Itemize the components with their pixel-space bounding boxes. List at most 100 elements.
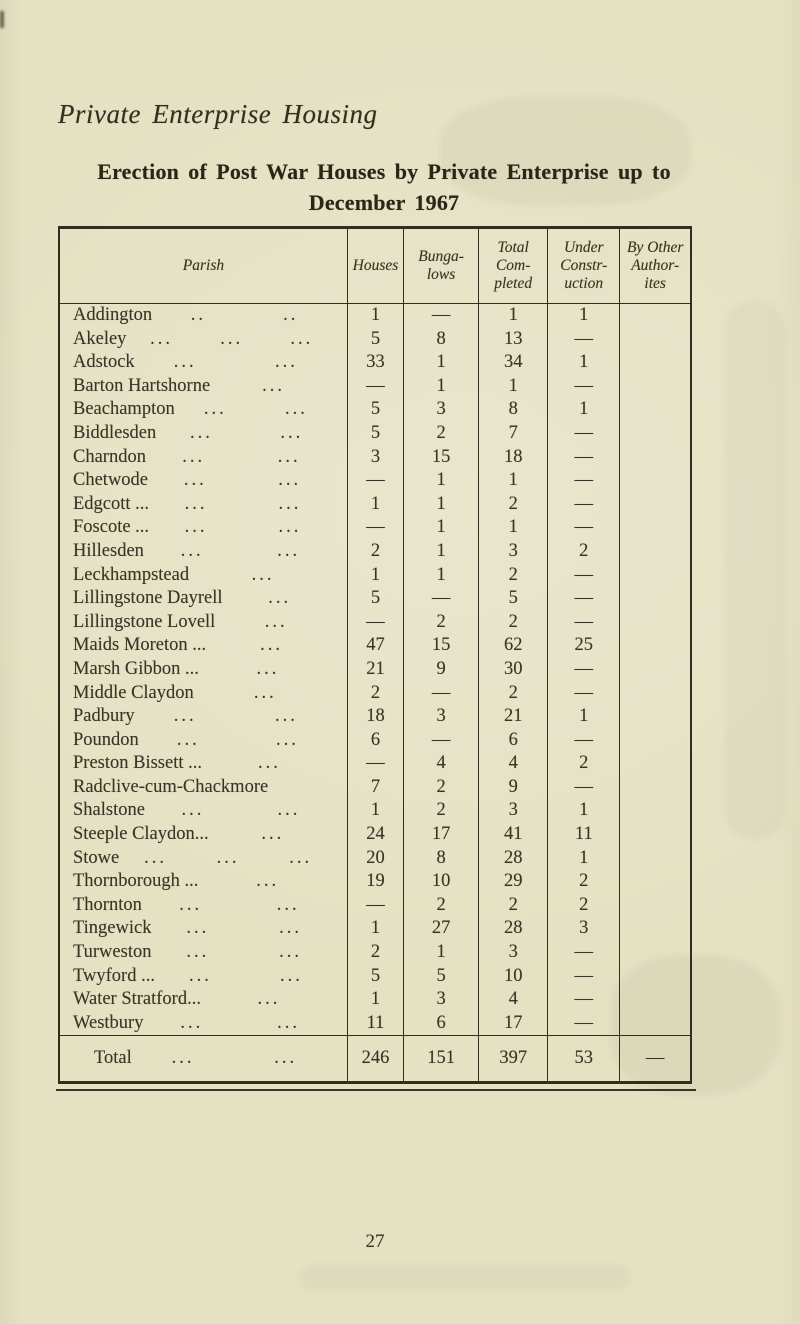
under-construction-cell: —	[547, 728, 620, 753]
leader-dot-group: ...	[173, 352, 197, 373]
leader-dot-group: ...	[203, 399, 227, 420]
bleed-through-artifact	[725, 300, 785, 840]
parish-cell: Tingewick......	[59, 917, 347, 941]
parish-cell-content: Radclive-cum-Chackmore	[60, 776, 347, 800]
parish-cell-content: Beachampton......	[60, 398, 347, 422]
under-construction-cell: —	[547, 964, 620, 989]
by-other-authorities-cell	[619, 398, 691, 422]
parish-name: Turweston	[73, 942, 152, 963]
total-completed-cell: 4	[478, 752, 548, 776]
leader-dots: ......	[151, 917, 336, 941]
parish-cell: Lillingstone Lovell...	[59, 611, 347, 635]
leader-dot-group: ...	[184, 493, 208, 514]
leader-dot-group: ...	[258, 753, 281, 774]
houses-cell: 246	[346, 1035, 404, 1083]
table-row: Thornborough ...... 19 10 29 2	[59, 870, 691, 894]
leader-dot-group: ...	[186, 942, 210, 963]
leader-dots: ...	[194, 682, 337, 706]
bungalows-cell: —	[403, 303, 479, 328]
table-row: Tingewick...... 1 27 28 3	[59, 917, 691, 942]
leader-dot-group: ...	[289, 847, 313, 868]
under-construction-cell: 1	[547, 799, 620, 824]
bungalows-cell: 3	[403, 988, 479, 1012]
total-completed-cell: 10	[478, 964, 548, 989]
leader-dot-group: ...	[278, 470, 302, 491]
parish-name: Adstock	[73, 352, 135, 373]
bungalows-cell: 17	[403, 823, 479, 847]
total-completed-cell: 34	[478, 351, 548, 375]
bungalows-cell: 2	[403, 610, 479, 635]
parish-cell-content: Adstock......	[60, 351, 347, 375]
houses-cell: —	[346, 893, 404, 918]
by-other-authorities-cell	[619, 823, 691, 847]
parish-name: Thornton	[73, 894, 142, 915]
parish-name: Barton Hartshorne	[73, 375, 211, 396]
table-row: Water Stratford...... 1 3 4—	[59, 988, 691, 1012]
parish-name: Leckhampstead	[73, 564, 190, 585]
by-other-authorities-cell	[619, 705, 691, 729]
leader-dot-group: ...	[277, 1012, 301, 1033]
bungalows-cell: 1	[403, 492, 479, 517]
total-completed-cell: 30	[478, 657, 548, 682]
parish-cell-content: Hillesden......	[60, 540, 347, 564]
total-completed-cell: 1	[478, 374, 548, 399]
bungalows-cell: 8	[403, 846, 479, 871]
parish-name: Addington	[73, 305, 153, 325]
parish-cell-content: Shalstone......	[60, 799, 347, 823]
leader-dots: ...	[206, 634, 337, 658]
total-completed-cell: 2	[478, 893, 548, 918]
parish-cell-content: Twyford .........	[60, 965, 347, 989]
leader-dots: ...	[199, 658, 337, 682]
bungalows-cell: 1	[403, 563, 479, 588]
parish-name: Poundon	[73, 729, 139, 750]
by-other-authorities-cell	[619, 681, 691, 706]
parish-cell-content: Charndon......	[60, 446, 347, 470]
parish-cell-content: Leckhampstead...	[60, 564, 347, 588]
by-other-authorities-cell	[619, 657, 691, 682]
bungalows-cell: 2	[403, 775, 479, 800]
parish-name: Shalstone	[73, 800, 145, 821]
leader-dot-group: ...	[279, 918, 302, 939]
bungalows-cell: —	[403, 587, 479, 611]
bungalows-cell: 1	[403, 516, 479, 540]
under-construction-cell: 1	[547, 351, 620, 375]
leader-dot-group: ...	[150, 328, 173, 349]
leader-dot-group: ...	[189, 422, 213, 443]
parish-cell: Charndon......	[59, 446, 347, 470]
leader-dot-group: ...	[278, 493, 302, 514]
leader-dots: ......	[135, 705, 337, 729]
table-row: Thornton...... —2 2 2	[59, 893, 691, 918]
by-other-authorities-cell	[619, 539, 691, 564]
houses-cell: 1	[346, 303, 404, 328]
report-heading: Erection of Post War Houses by Private E…	[54, 156, 714, 218]
parish-cell: Radclive-cum-Chackmore	[59, 776, 347, 800]
leader-dots: ......	[139, 729, 337, 753]
parish-cell-content: Biddlesden......	[60, 422, 347, 446]
parish-name: Tingewick	[73, 918, 152, 939]
parish-name: Padbury	[73, 706, 135, 727]
leader-dots: ......	[156, 422, 337, 446]
under-construction-cell: —	[547, 374, 620, 399]
leader-dot-group: ...	[181, 800, 205, 821]
bungalows-cell: 4	[403, 752, 479, 776]
by-other-authorities-cell	[619, 870, 691, 894]
section-title: Private Enterprise Housing	[58, 99, 378, 129]
by-other-authorities-cell	[619, 351, 691, 375]
parish-cell-content: Padbury......	[60, 705, 347, 729]
table-row: Chetwode...... —1 1—	[59, 469, 691, 493]
total-completed-cell: 1	[478, 469, 548, 493]
houses-cell: 2	[346, 681, 404, 706]
total-completed-cell: 2	[478, 610, 548, 635]
houses-cell: 24	[346, 823, 404, 847]
table-row: Marsh Gibbon ...... 21 9 30—	[59, 657, 691, 682]
leader-dots: ...	[209, 823, 337, 847]
table-row: Preston Bissett ...... —4 4 2	[59, 752, 691, 776]
under-construction-cell: —	[547, 563, 620, 588]
total-completed-cell: 9	[478, 775, 548, 800]
houses-cell: 5	[346, 327, 404, 352]
houses-cell: 11	[346, 1011, 404, 1036]
table-row: Hillesden...... 2 1 3 2	[59, 539, 691, 564]
parish-cell: Thornborough ......	[59, 870, 347, 894]
leader-dots: ......	[132, 1048, 337, 1069]
